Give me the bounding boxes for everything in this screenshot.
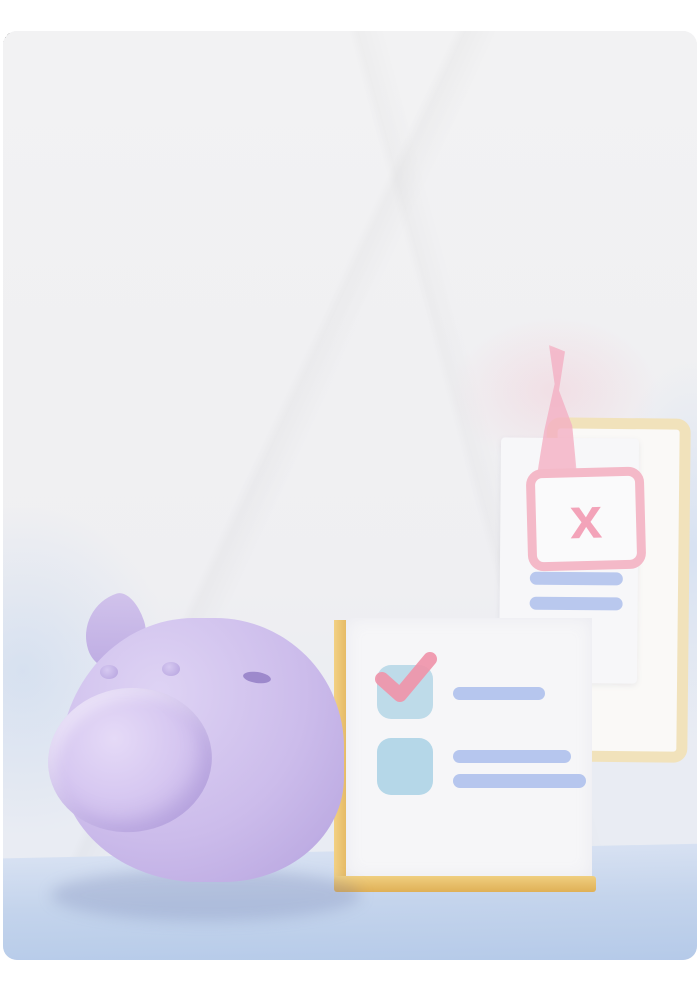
checklist-text-line <box>453 750 571 763</box>
piggy-eye <box>100 665 118 679</box>
checkmark-icon <box>375 652 437 702</box>
document-text-line <box>529 596 623 611</box>
x-stamp-icon: x <box>525 466 647 572</box>
clipboard-frame-bottom <box>334 876 596 892</box>
checklist-text-line <box>453 774 586 788</box>
document-text-line <box>529 571 623 586</box>
checklist-text-line <box>453 687 545 700</box>
checkbox-empty <box>377 738 433 795</box>
infographic-card: x $ $ <box>3 31 697 960</box>
piggy-eye <box>162 662 180 676</box>
x-stamp-letter: x <box>569 485 603 552</box>
